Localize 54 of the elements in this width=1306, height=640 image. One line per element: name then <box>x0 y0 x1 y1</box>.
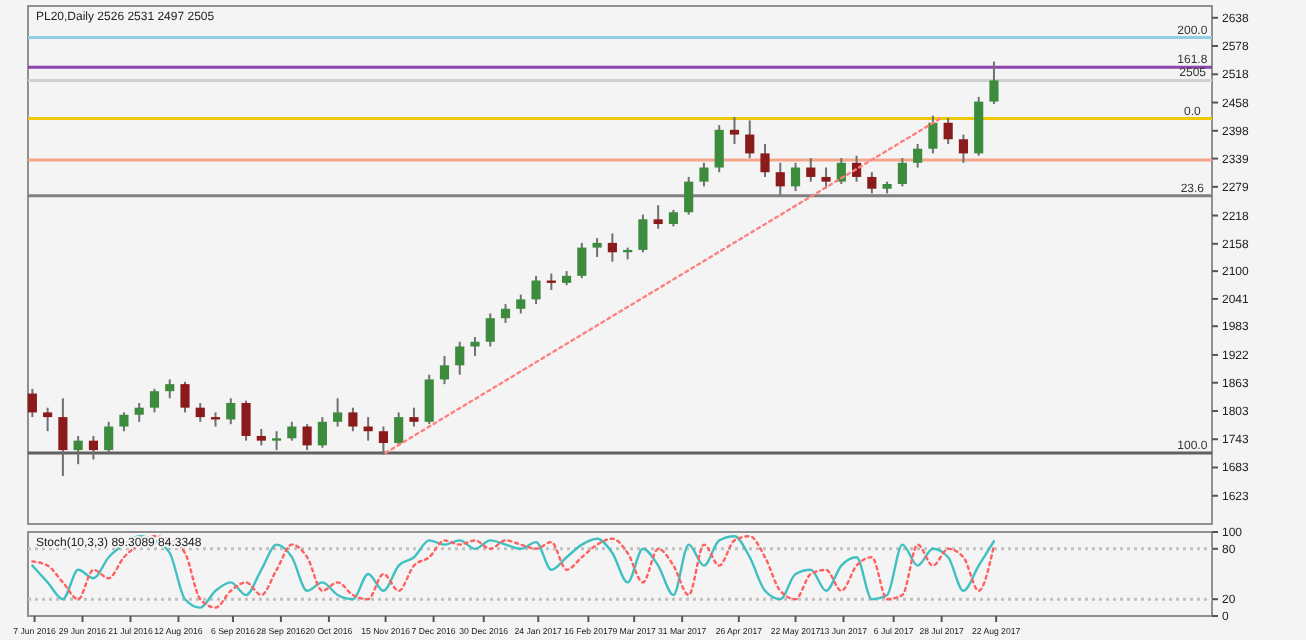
candlestick <box>516 293 526 315</box>
candlestick <box>760 142 770 178</box>
candlestick <box>226 397 236 426</box>
candlestick <box>638 213 648 254</box>
candlestick <box>58 397 68 477</box>
candlestick <box>287 420 297 442</box>
candlestick <box>439 354 450 386</box>
candlestick <box>180 380 190 414</box>
candlestick <box>241 399 251 442</box>
candlestick <box>607 232 617 263</box>
candlestick <box>73 434 83 466</box>
candlestick <box>134 401 144 423</box>
candlestick <box>592 237 602 258</box>
candlestick <box>531 274 541 306</box>
candlestick <box>149 387 160 414</box>
candlestick <box>943 117 953 145</box>
candlestick <box>989 60 999 105</box>
line-series <box>31 535 996 609</box>
candlestick <box>821 166 831 190</box>
candlestick <box>43 406 53 433</box>
candlestick <box>119 411 129 433</box>
candlestick <box>653 204 663 230</box>
candlestick <box>333 397 343 428</box>
candlestick <box>302 423 312 452</box>
candlestick <box>165 378 175 400</box>
candlestick <box>577 241 587 280</box>
candlestick <box>195 401 205 423</box>
candlestick <box>394 411 404 447</box>
candlestick <box>272 430 282 452</box>
candlestick <box>745 119 755 160</box>
candlestick <box>806 157 816 183</box>
candlestick <box>867 171 877 195</box>
candlestick <box>317 416 327 449</box>
candlestick <box>409 406 419 428</box>
candlestick <box>104 420 114 454</box>
candlestick <box>790 161 801 193</box>
candlestick <box>27 387 37 419</box>
candlestick <box>699 161 709 188</box>
candlestick <box>928 114 938 155</box>
candlestick <box>684 175 694 216</box>
candlestick <box>897 157 907 188</box>
candlestick <box>958 133 968 164</box>
candlestick <box>775 161 785 196</box>
candlestick <box>348 406 358 433</box>
candlestick <box>913 142 923 169</box>
candlestick <box>88 434 98 461</box>
candlestick <box>424 373 434 426</box>
candlestick <box>714 124 724 174</box>
candlestick <box>378 425 388 456</box>
candlestick <box>455 340 465 376</box>
candlestick <box>485 312 495 348</box>
candlestick <box>470 336 480 357</box>
candlestick <box>729 116 740 145</box>
candlestick <box>500 303 511 324</box>
